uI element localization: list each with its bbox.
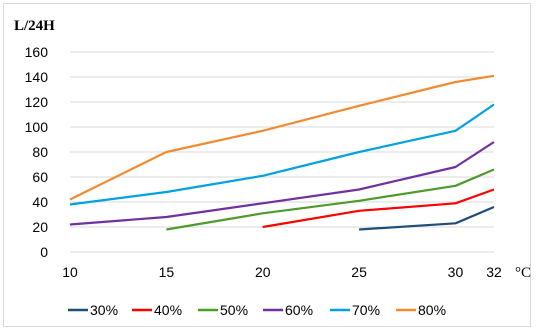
x-tick-label: 15 xyxy=(159,264,175,280)
x-tick-label: 32 xyxy=(486,264,502,280)
legend-item: 70% xyxy=(330,302,380,318)
y-tick-label: 120 xyxy=(25,94,49,110)
y-tick-label: 20 xyxy=(32,219,48,235)
y-axis-label: L/24H xyxy=(14,18,55,34)
chart-frame xyxy=(3,3,531,327)
y-tick-label: 40 xyxy=(32,194,48,210)
series-line-40pct xyxy=(262,188,495,229)
y-tick-labels: 0 20 40 60 80 100 120 140 160 xyxy=(25,44,49,260)
series-line-50pct xyxy=(166,168,495,231)
x-tick-label: 10 xyxy=(62,264,78,280)
x-tick-label: 25 xyxy=(351,264,367,280)
x-axis-unit: °C xyxy=(515,265,531,281)
grid-lines xyxy=(70,51,494,253)
series-line-30pct xyxy=(359,205,495,231)
legend-label: 30% xyxy=(90,302,118,318)
y-tick-label: 140 xyxy=(25,69,49,85)
y-tick-label: 0 xyxy=(40,244,48,260)
series-line-70pct xyxy=(69,103,495,206)
series-line-80pct xyxy=(69,74,495,201)
legend-item: 80% xyxy=(396,302,446,318)
x-tick-labels: 10 15 20 25 30 32 xyxy=(62,264,502,280)
legend-item: 50% xyxy=(198,302,248,318)
y-tick-label: 160 xyxy=(25,44,49,60)
legend: 30% 40% 50% 60% 70% 80% xyxy=(68,302,446,318)
legend-item: 40% xyxy=(132,302,182,318)
legend-label: 80% xyxy=(418,302,446,318)
y-tick-label: 100 xyxy=(25,119,49,135)
x-tick-label: 30 xyxy=(448,264,464,280)
x-tick-label: 20 xyxy=(255,264,271,280)
legend-label: 70% xyxy=(352,302,380,318)
legend-item: 60% xyxy=(263,302,313,318)
legend-label: 60% xyxy=(285,302,313,318)
legend-label: 40% xyxy=(154,302,182,318)
series-lines xyxy=(69,74,495,231)
series-line-60pct xyxy=(69,141,495,226)
legend-item: 30% xyxy=(68,302,118,318)
legend-label: 50% xyxy=(220,302,248,318)
y-tick-label: 60 xyxy=(32,169,48,185)
y-tick-label: 80 xyxy=(32,144,48,160)
